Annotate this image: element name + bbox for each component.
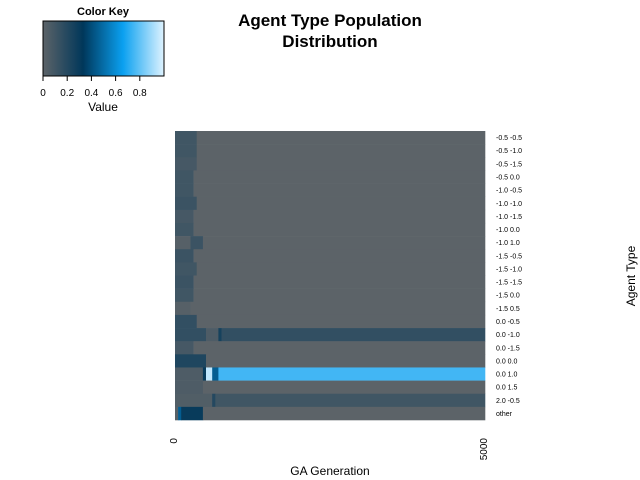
row-label: other bbox=[496, 411, 513, 418]
heatmap-cell bbox=[202, 406, 486, 421]
color-key-title: Color Key bbox=[77, 6, 130, 18]
heatmap-cell bbox=[218, 328, 222, 342]
row-label: 0.0 -1.0 bbox=[496, 332, 520, 339]
heatmap-cell bbox=[175, 367, 204, 381]
row-label: -1.5 0.0 bbox=[496, 293, 520, 300]
row-label: 0.0 -0.5 bbox=[496, 319, 520, 326]
row-label: -0.5 0.0 bbox=[496, 174, 520, 181]
color-key-tick-label: 0.4 bbox=[84, 88, 98, 99]
row-label: 0.0 0.0 bbox=[496, 358, 518, 365]
heatmap-cell bbox=[196, 144, 486, 158]
heatmap-cell bbox=[175, 354, 207, 368]
heatmap-cell bbox=[212, 367, 219, 381]
heatmap-cell bbox=[175, 314, 197, 329]
heatmap-cell bbox=[190, 236, 204, 250]
chart-title-line-1: Agent Type Population bbox=[238, 11, 422, 30]
row-label: -1.0 -1.5 bbox=[496, 214, 522, 221]
heatmap-cell bbox=[190, 301, 486, 316]
heatmap-cell bbox=[206, 354, 486, 368]
row-label: -0.5 -1.5 bbox=[496, 161, 522, 168]
heatmap-cell bbox=[196, 196, 486, 211]
heatmap-cell bbox=[193, 170, 486, 184]
heatmap-cell bbox=[221, 328, 486, 342]
row-label: -1.5 -0.5 bbox=[496, 253, 522, 260]
row-label: -1.0 -1.0 bbox=[496, 201, 522, 208]
color-key-label: Value bbox=[88, 100, 118, 114]
heatmap-cell bbox=[175, 209, 194, 224]
heatmap-cell bbox=[193, 222, 486, 237]
x-tick-label: 5000 bbox=[479, 438, 490, 461]
heatmap-cell bbox=[175, 328, 207, 342]
heatmap-cell bbox=[175, 222, 194, 237]
color-key-ticks: 0 0.2 0.4 0.6 0.8 bbox=[40, 76, 147, 99]
color-key-tick-label: 0.6 bbox=[109, 88, 123, 99]
heatmap-cell bbox=[196, 157, 486, 171]
heatmap-cell bbox=[175, 196, 197, 211]
x-tick-label: 0 bbox=[169, 438, 180, 444]
heatmap-cell bbox=[215, 393, 486, 408]
heatmap-cell bbox=[175, 406, 179, 421]
heatmap-cell bbox=[196, 314, 486, 329]
heatmap-cell bbox=[175, 262, 197, 276]
x-axis-ticks: 0 5000 bbox=[169, 438, 490, 461]
heatmap-cell bbox=[175, 157, 197, 171]
row-label: -0.5 -0.5 bbox=[496, 135, 522, 142]
heatmap-cell bbox=[206, 328, 219, 342]
color-key: Color Key 0 0.2 0.4 0.6 0.8 Value bbox=[40, 6, 165, 114]
heatmap-cell bbox=[175, 183, 194, 197]
color-key-tick-label: 0.8 bbox=[133, 88, 147, 99]
color-key-tick-label: 0.2 bbox=[60, 88, 74, 99]
heatmap-cell bbox=[175, 249, 194, 263]
heatmap-cell bbox=[193, 209, 486, 224]
heatmap-cell bbox=[178, 406, 182, 421]
heatmap-cell bbox=[193, 341, 486, 355]
heatmap-cell bbox=[193, 288, 486, 303]
heatmap-cell bbox=[218, 367, 486, 381]
y-axis-label: Agent Type bbox=[624, 245, 638, 306]
heatmap-cell bbox=[175, 144, 197, 158]
heatmap-cell bbox=[206, 367, 213, 381]
row-label: -1.0 0.0 bbox=[496, 227, 520, 234]
heatmap-cell bbox=[212, 393, 216, 408]
heatmap-cell bbox=[175, 380, 204, 395]
heatmap-cell bbox=[175, 301, 191, 316]
row-label: -0.5 -1.0 bbox=[496, 148, 522, 155]
row-label: -1.0 1.0 bbox=[496, 240, 520, 247]
heatmap-row-labels: -0.5 -0.5 -0.5 -1.0 -0.5 -1.5 -0.5 0.0 -1.0 … bbox=[496, 135, 522, 418]
heatmap-cell bbox=[193, 249, 486, 263]
heatmap-cell bbox=[175, 393, 213, 408]
row-label: -1.5 0.5 bbox=[496, 306, 520, 313]
row-label: -1.5 -1.0 bbox=[496, 266, 522, 273]
row-label: 0.0 1.0 bbox=[496, 372, 518, 379]
heatmap-cell bbox=[175, 131, 197, 145]
x-axis-label: GA Generation bbox=[290, 464, 369, 478]
heatmap-cell bbox=[202, 367, 207, 381]
row-label: 2.0 -0.5 bbox=[496, 398, 520, 405]
heatmap-cell bbox=[181, 406, 204, 421]
heatmap-cell bbox=[175, 170, 194, 184]
row-label: -1.0 -0.5 bbox=[496, 188, 522, 195]
color-key-tick-label: 0 bbox=[40, 88, 46, 99]
row-label: 0.0 1.5 bbox=[496, 385, 518, 392]
heatmap-cell bbox=[193, 275, 486, 289]
row-label: 0.0 -1.5 bbox=[496, 345, 520, 352]
heatmap-cell bbox=[193, 183, 486, 197]
heatmap-cells bbox=[175, 131, 486, 421]
chart-title-line-2: Distribution bbox=[282, 32, 377, 51]
heatmap-cell bbox=[202, 380, 486, 395]
heatmap-cell bbox=[196, 131, 486, 145]
row-label: -1.5 -1.5 bbox=[496, 280, 522, 287]
heatmap-cell bbox=[175, 288, 194, 303]
heatmap-cell bbox=[175, 341, 194, 355]
heatmap-cell bbox=[175, 275, 194, 289]
heatmap-cell bbox=[196, 262, 486, 276]
color-key-bar bbox=[42, 20, 165, 77]
heatmap-cell bbox=[202, 236, 486, 250]
heatmap-cell bbox=[175, 236, 191, 250]
